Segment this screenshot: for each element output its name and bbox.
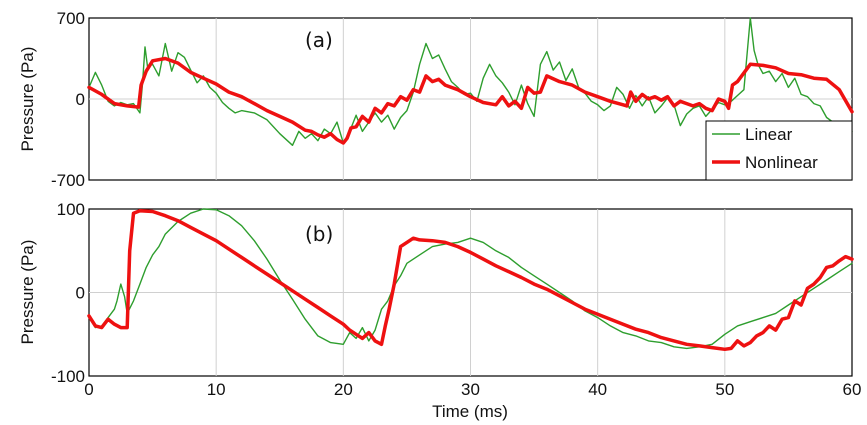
legend: Linear Nonlinear (705, 120, 853, 181)
x-tick-label: 0 (84, 380, 93, 399)
x-tick-label: 50 (715, 380, 734, 399)
y-tick-label: 100 (57, 200, 85, 219)
panel-a: 700 0 -700 (a) Pressure (Pa) Linear Nonlin… (18, 9, 854, 190)
legend-nonlinear-label: Nonlinear (745, 153, 818, 172)
panel-b-grid (89, 209, 852, 376)
panel-b-series (87, 208, 854, 352)
panel-a-label: (a) (305, 28, 333, 52)
y-tick-label: 0 (76, 90, 85, 109)
panel-b-label: (b) (305, 222, 333, 246)
panel-a-grid (89, 18, 852, 180)
y-tick-label: -700 (51, 171, 85, 190)
panel-a-series (87, 17, 854, 147)
x-tick-label: 40 (588, 380, 607, 399)
legend-linear-label: Linear (745, 125, 793, 144)
y-tick-label: 0 (76, 284, 85, 303)
x-tick-label: 30 (461, 380, 480, 399)
series-line-nonlinear-a (87, 56, 854, 145)
x-tick-label: 10 (207, 380, 226, 399)
x-tick-label: 20 (334, 380, 353, 399)
series-line-nonlinear-b (87, 208, 854, 352)
y-tick-label: -100 (51, 367, 85, 386)
panel-b-x-ticks: 0 10 20 30 40 50 60 (84, 380, 861, 399)
panel-b-xlabel: Time (ms) (432, 402, 508, 421)
y-tick-label: 700 (57, 9, 85, 28)
panel-a-y-ticks: 700 0 -700 (51, 9, 85, 190)
panel-a-ylabel: Pressure (Pa) (18, 47, 37, 152)
panel-b-ylabel: Pressure (Pa) (18, 240, 37, 345)
x-tick-label: 60 (843, 380, 862, 399)
panel-b-y-ticks: 100 0 -100 (51, 200, 85, 386)
legend-box (705, 120, 853, 181)
